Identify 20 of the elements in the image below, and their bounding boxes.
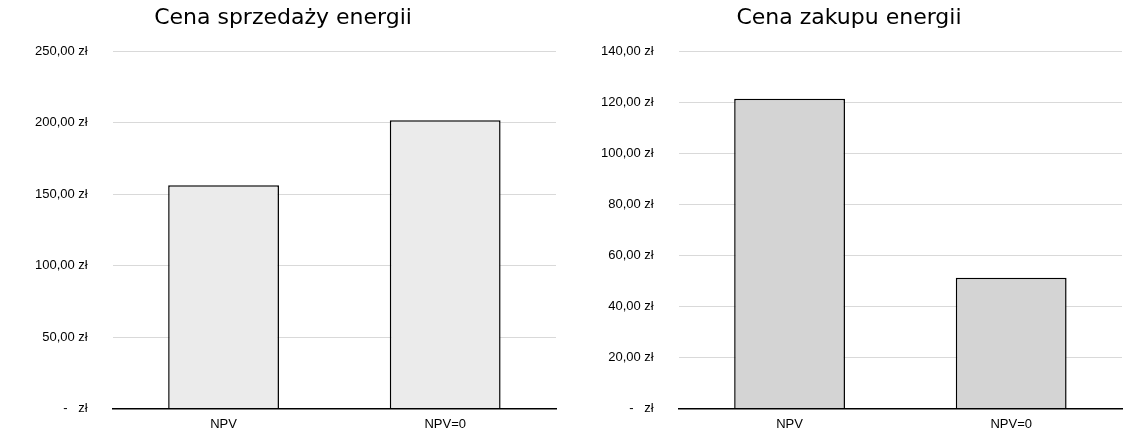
y-tick-label: 140,00 zł [601,42,654,58]
y-tick-label: 40,00 zł [608,297,654,313]
y-tick-label: 120,00 zł [601,93,654,109]
y-tick-label: 80,00 zł [608,195,654,211]
y-tick-label: 20,00 zł [608,348,654,364]
y-tick-label: 200,00 zł [35,114,88,130]
y-tick-label: 50,00 zł [42,328,88,344]
y-tick-label: 150,00 zł [35,185,88,201]
y-tick-label: 250,00 zł [35,42,88,58]
y-tick-label: 100,00 zł [35,257,88,273]
x-tick-label: NPV [210,415,238,431]
x-tick-label: NPV=0 [990,415,1032,431]
y-tick-label: 100,00 zł [601,144,654,160]
x-tick-label: NPV=0 [424,415,466,431]
y-tick-label: - zł [629,399,654,415]
y-tick-label: - zł [63,399,88,415]
x-tick-label: NPV [776,415,804,431]
chart-title: Cena zakupu energii [736,3,962,29]
chart-title: Cena sprzedaży energii [154,3,412,29]
y-tick-label: 60,00 zł [608,246,654,262]
